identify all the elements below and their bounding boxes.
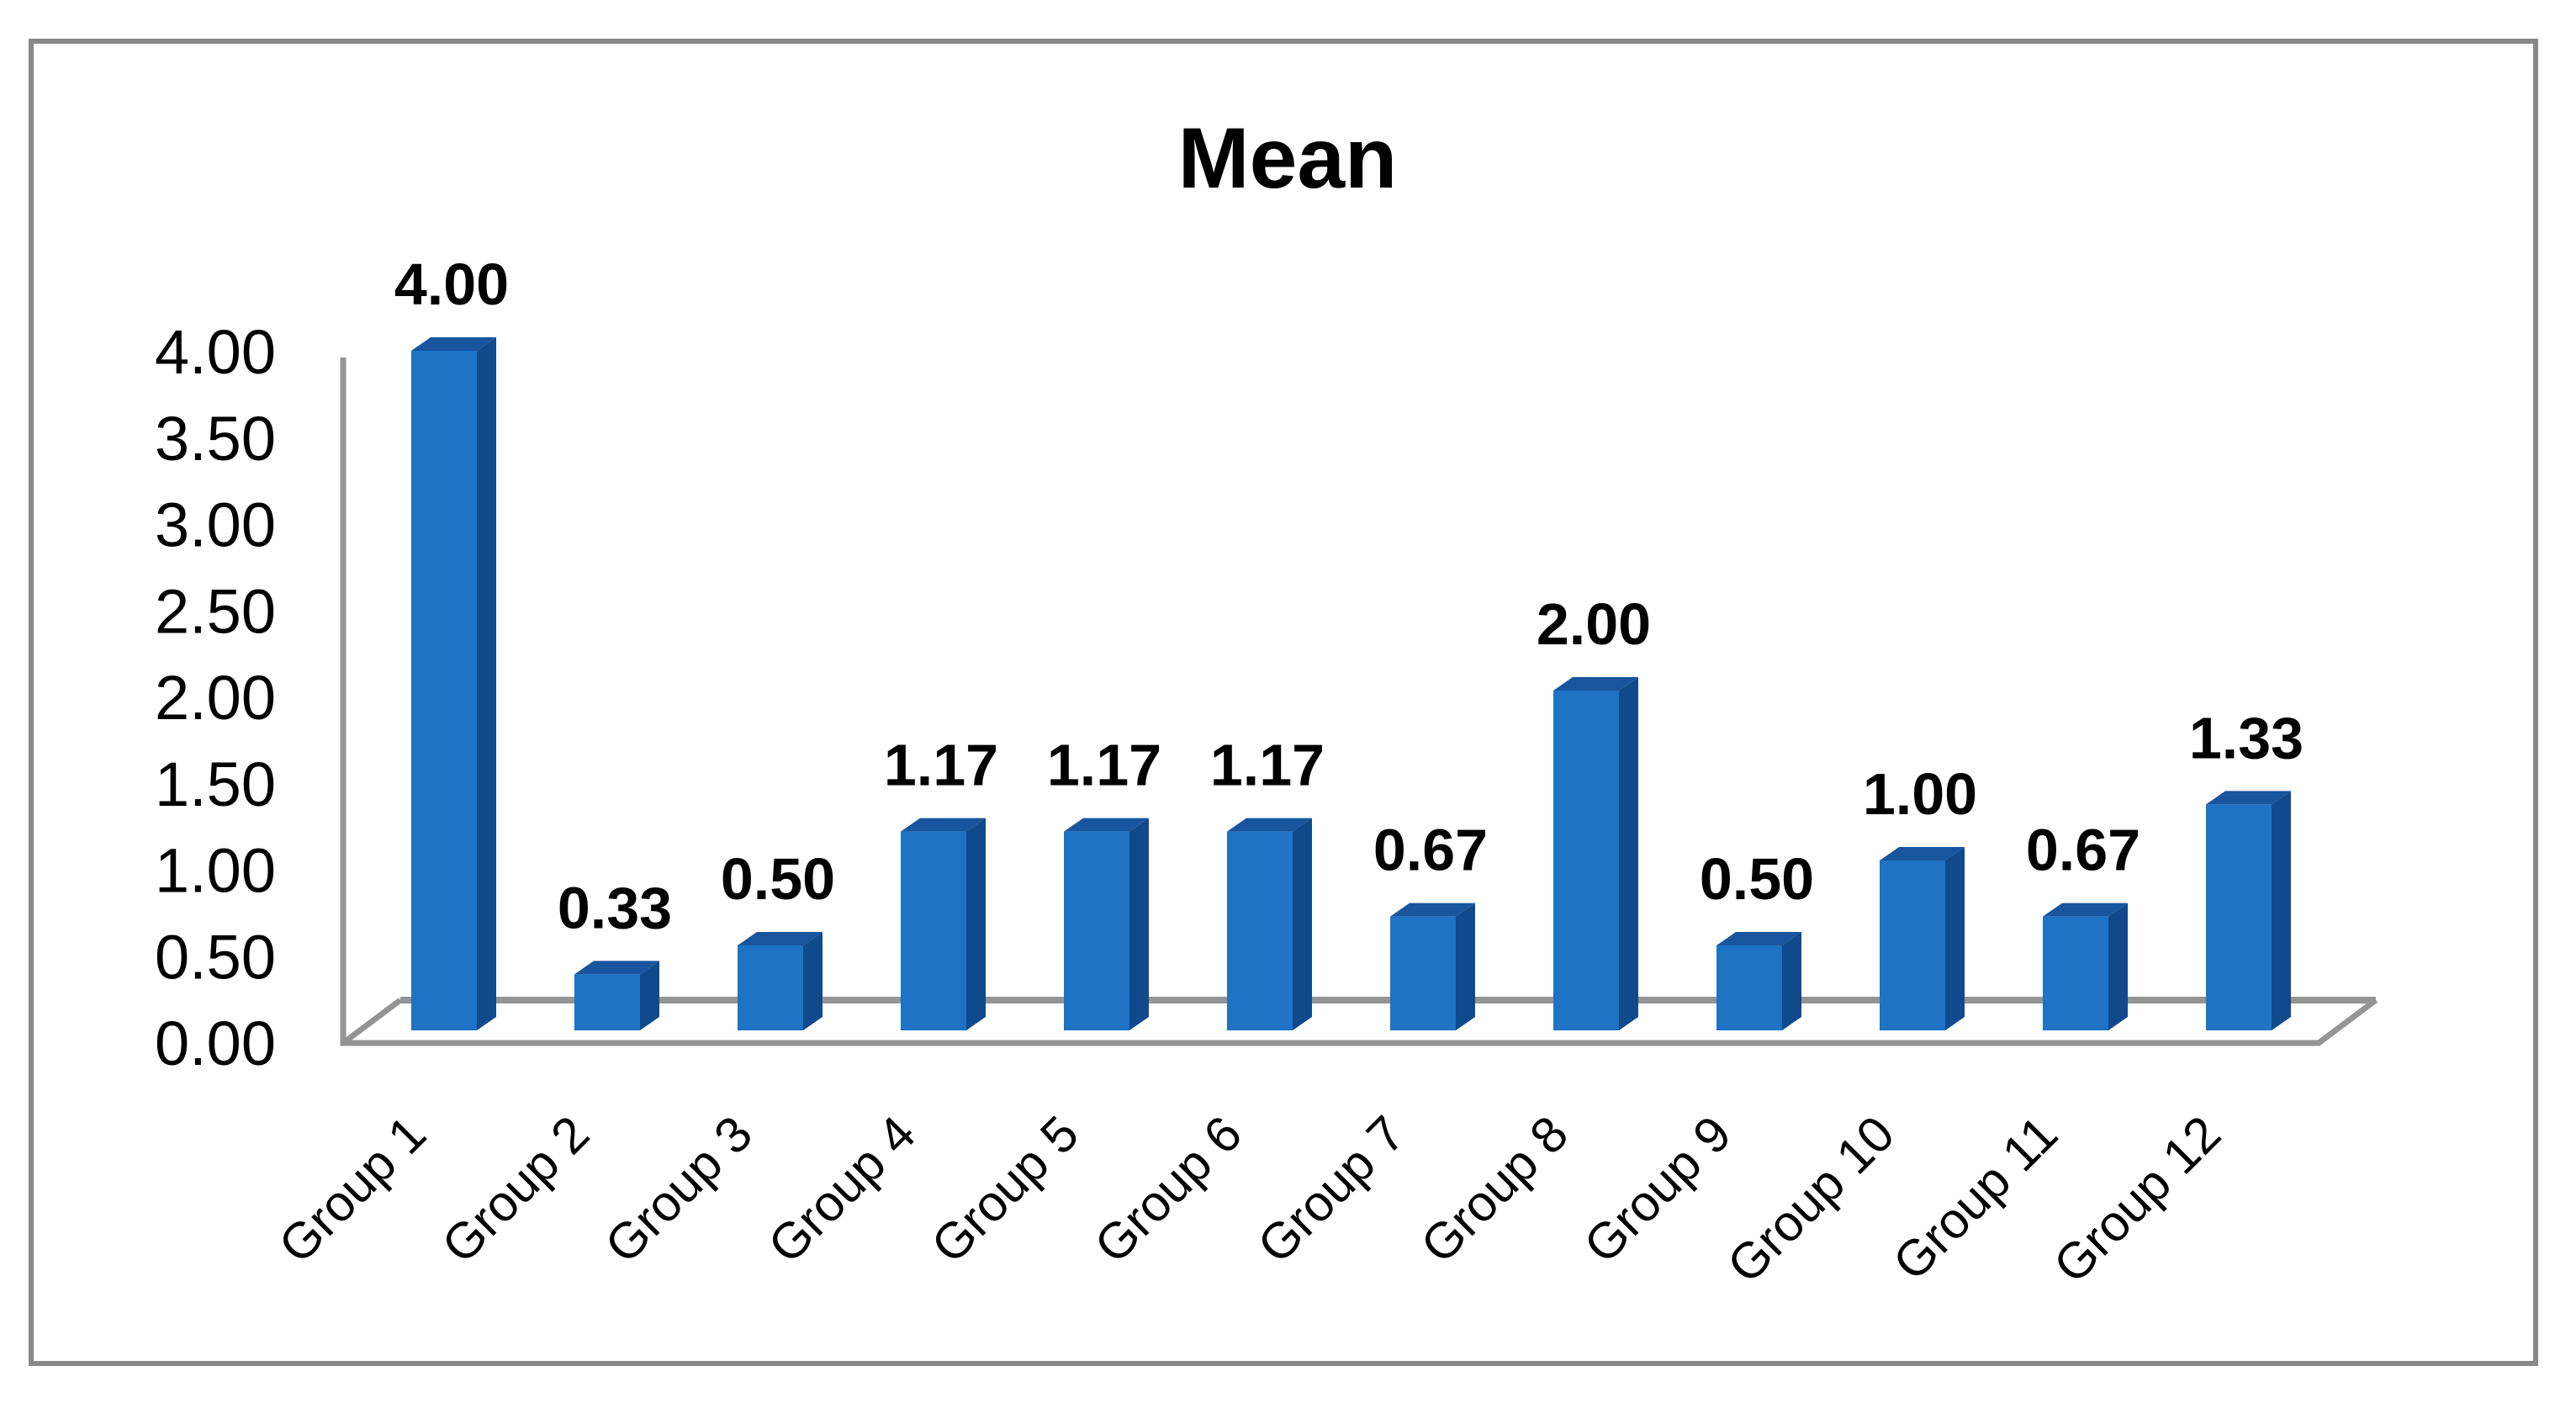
bar-front-face	[1390, 916, 1456, 1030]
data-label: 0.50	[1700, 846, 1814, 912]
bar-side-face	[2272, 791, 2291, 1030]
bar-top-face	[1880, 847, 1965, 860]
bar-group-1	[411, 337, 496, 1030]
bar-side-face	[477, 337, 496, 1030]
data-label: 0.67	[1373, 818, 1488, 883]
bar-group-8	[1553, 677, 1638, 1030]
bar-group-3	[738, 932, 823, 1030]
data-label: 2.00	[1537, 591, 1651, 657]
bar-front-face	[411, 351, 477, 1030]
bar-front-face	[1716, 945, 1782, 1030]
data-label: 0.50	[721, 846, 835, 912]
bar-side-face	[1945, 847, 1965, 1030]
y-tick-label: 3.00	[155, 490, 276, 560]
bar-group-12	[2206, 791, 2291, 1030]
bar-front-face	[901, 831, 966, 1030]
y-tick-label: 3.50	[155, 404, 276, 474]
bar-side-face	[1782, 932, 1801, 1030]
y-tick-label: 2.50	[155, 576, 276, 646]
y-tick-label: 1.50	[155, 749, 276, 819]
bar-group-10	[1880, 847, 1965, 1030]
bar-group-9	[1716, 932, 1801, 1030]
bar-group-11	[2043, 903, 2128, 1030]
data-label: 0.33	[558, 875, 672, 940]
floor-left-edge	[341, 998, 403, 1046]
bar-top-face	[1716, 932, 1801, 945]
bar-front-face	[574, 974, 640, 1030]
bar-side-face	[2108, 903, 2128, 1030]
data-label: 0.67	[2026, 818, 2140, 883]
data-label: 1.17	[884, 733, 998, 798]
bar-side-face	[1619, 677, 1638, 1030]
data-label: 4.00	[394, 251, 509, 317]
bar-top-face	[738, 932, 823, 945]
bar-top-face	[1064, 818, 1149, 832]
y-tick-label: 2.00	[155, 663, 276, 733]
bar-front-face	[1064, 831, 1129, 1030]
bar-front-face	[2206, 804, 2272, 1030]
bar-top-face	[901, 818, 986, 832]
bar-top-face	[574, 961, 659, 975]
bar-front-face	[2043, 916, 2108, 1030]
bar-top-face	[411, 337, 496, 351]
bar-top-face	[1227, 818, 1312, 832]
bar-front-face	[1227, 831, 1293, 1030]
bar-group-4	[901, 818, 986, 1030]
bar-front-face	[1553, 691, 1619, 1030]
y-tick-label: 1.00	[155, 836, 276, 906]
chart-border	[29, 39, 2538, 1366]
y-tick-label: 4.00	[155, 317, 276, 387]
chart-title: Mean	[1178, 110, 1398, 206]
bar-side-face	[966, 818, 986, 1030]
bar-group-6	[1227, 818, 1312, 1030]
bar-side-face	[1293, 818, 1312, 1030]
y-tick-label: 0.00	[155, 1009, 276, 1078]
bar-top-face	[2206, 791, 2291, 805]
bar-top-face	[1390, 903, 1475, 917]
data-label: 1.17	[1047, 733, 1161, 798]
bar-side-face	[640, 961, 659, 1030]
data-label: 1.33	[2189, 705, 2304, 770]
bar-group-5	[1064, 818, 1149, 1030]
bar-top-face	[2043, 903, 2128, 917]
bar-side-face	[1456, 903, 1475, 1030]
data-label: 1.17	[1210, 733, 1325, 798]
y-tick-label: 0.50	[155, 922, 276, 992]
bar-top-face	[1553, 677, 1638, 691]
bar-side-face	[1129, 818, 1149, 1030]
data-label: 1.00	[1863, 761, 1977, 827]
bar-front-face	[1880, 860, 1945, 1030]
bar-group-7	[1390, 903, 1475, 1030]
bar-side-face	[803, 932, 823, 1030]
bar-group-2	[574, 961, 659, 1030]
y-axis-and-floor-front-edge	[340, 357, 2378, 1046]
bar-front-face	[738, 945, 803, 1030]
